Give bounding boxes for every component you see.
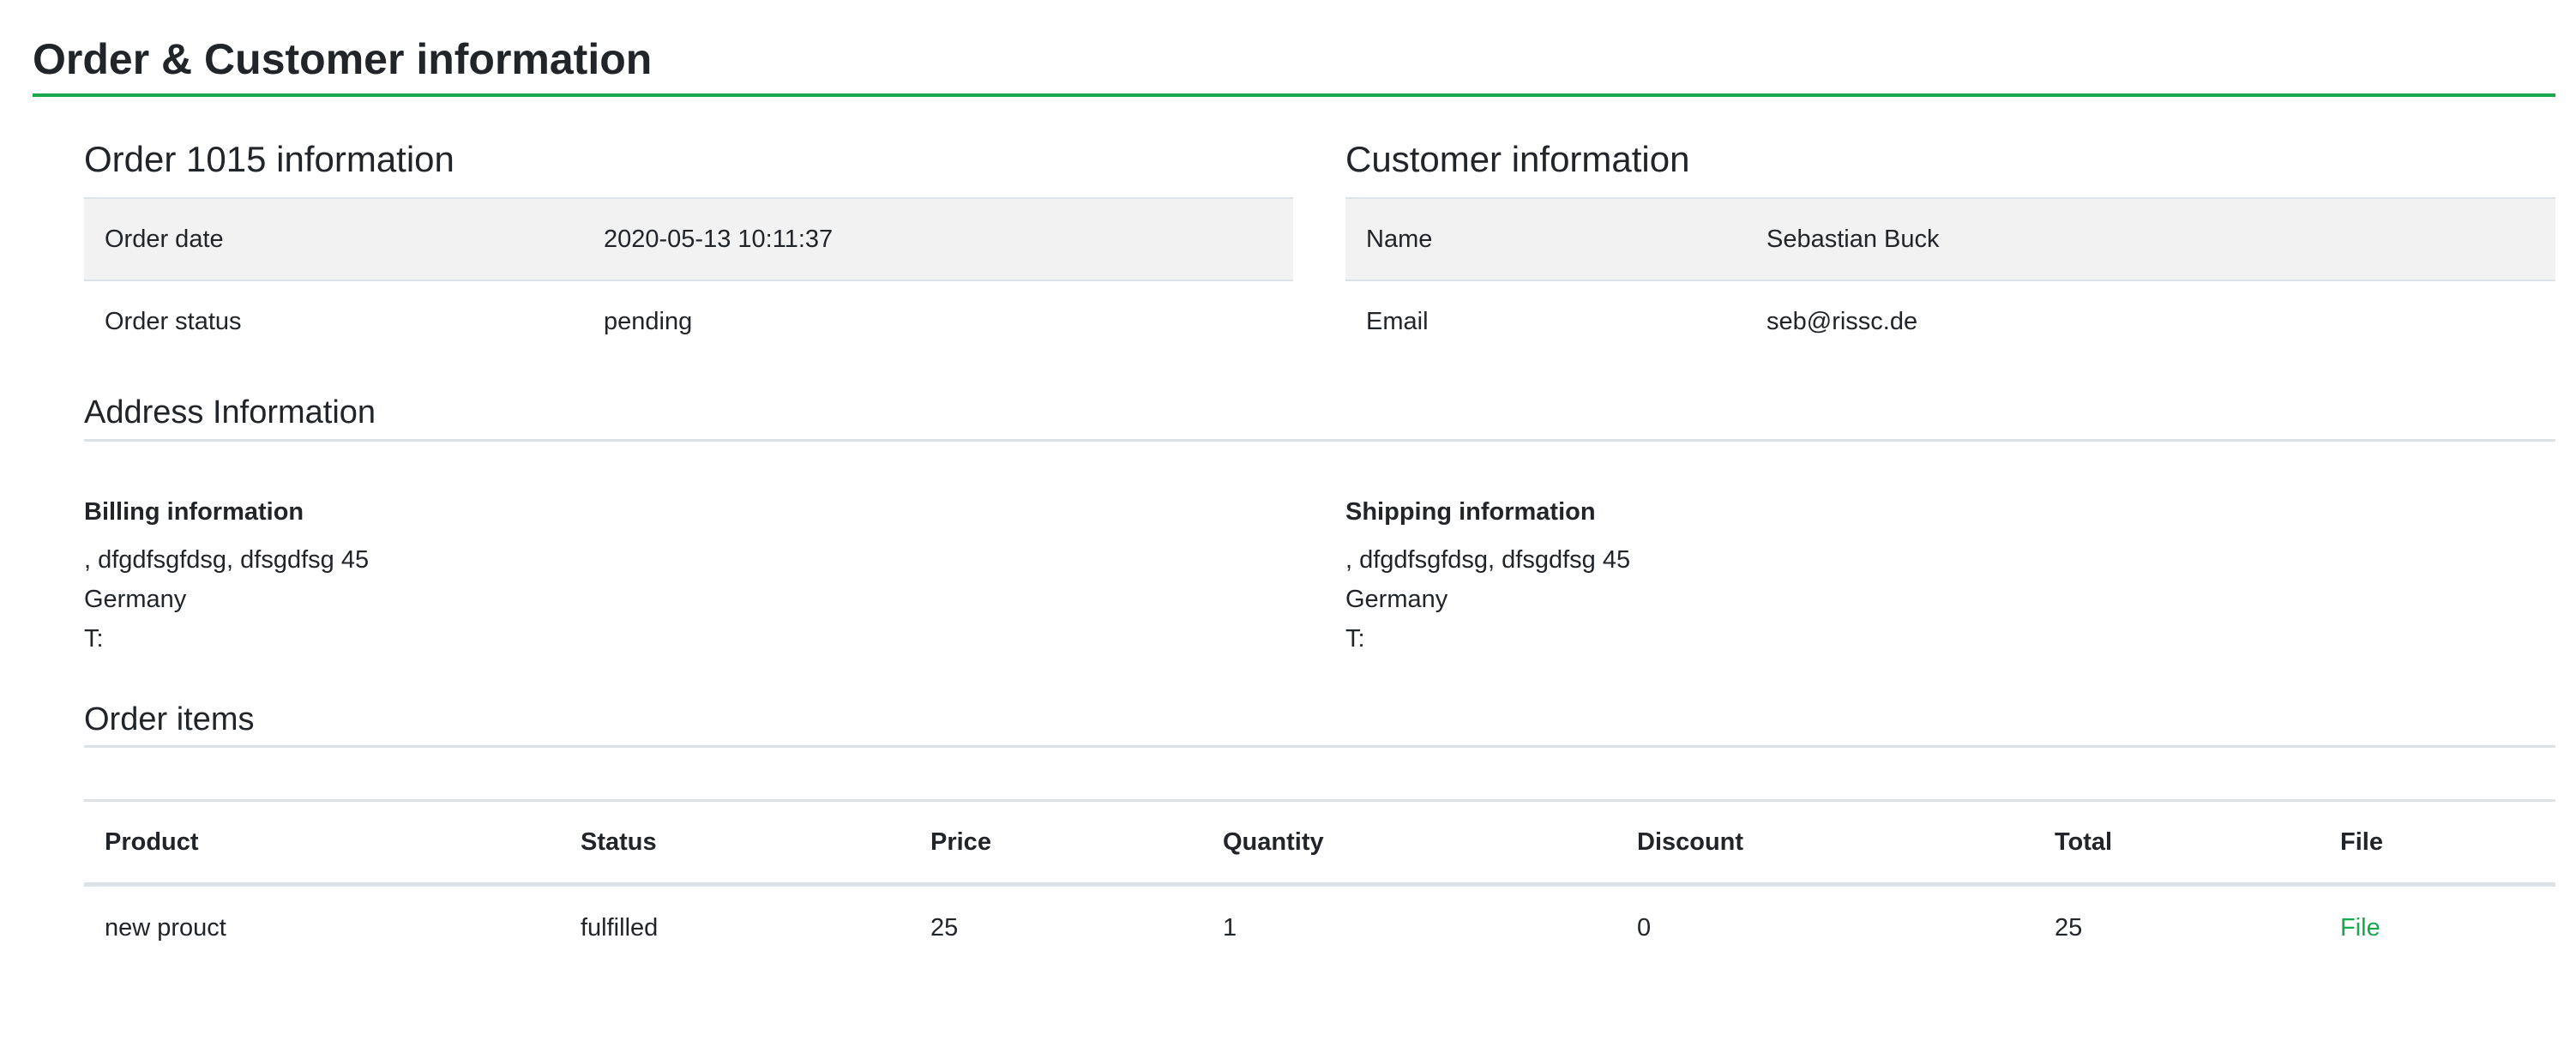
column-header-total: Total [2034,799,2320,887]
customer-info-table: Name Sebastian Buck Email seb@rissc.de [1345,197,2555,362]
column-header-file: File [2320,799,2555,887]
customer-name-label: Name [1345,197,1746,281]
column-header-discount: Discount [1616,799,2034,887]
cell-quantity: 1 [1223,913,1237,942]
address-info-title: Address Information [84,394,376,430]
customer-info-title: Customer information [1345,139,1690,179]
order-items-table: Product Status Price Quantity Discount T… [84,799,2555,969]
customer-name-value: Sebastian Buck [1746,197,2555,281]
column-header-status: Status [560,799,910,887]
order-date-label: Order date [84,197,583,281]
column-header-quantity: Quantity [1202,799,1616,887]
table-header-row: Product Status Price Quantity Discount T… [84,799,2555,887]
shipping-phone: T: [1345,625,1365,653]
cell-product: new prouct [105,913,226,942]
billing-country: Germany [84,586,187,613]
order-date-row: Order date 2020-05-13 10:11:37 [84,197,1293,281]
order-info-table: Order date 2020-05-13 10:11:37 Order sta… [84,197,1293,362]
cell-price: 25 [930,913,959,942]
column-header-price: Price [910,799,1202,887]
page-title: Order & Customer information [33,35,653,83]
cell-status: fulfilled [581,913,659,942]
shipping-heading: Shipping information [1345,498,1596,526]
cell-total: 25 [2055,913,2083,942]
address-divider [84,439,2555,442]
file-link[interactable]: File [2340,913,2380,942]
title-divider [33,93,2555,97]
order-items-divider [84,745,2555,748]
billing-heading: Billing information [84,498,304,526]
billing-info: Billing information , dfgdfsgfdsg, dfsgd… [84,492,369,659]
customer-name-row: Name Sebastian Buck [1345,197,2555,281]
order-status-label: Order status [105,307,242,335]
billing-phone: T: [84,625,104,653]
shipping-info: Shipping information , dfgdfsgfdsg, dfsg… [1345,492,1630,659]
customer-email-value: seb@rissc.de [1766,307,1918,335]
order-status-value: pending [604,307,693,335]
order-status-row: Order status pending [84,280,1293,362]
order-items-title: Order items [84,701,255,737]
cell-file: File [2320,885,2555,970]
table-row: new prouct fulfilled 25 1 0 25 File [84,885,2555,970]
billing-address-line: , dfgdfsgfdsg, dfsgdfsg 45 [84,546,370,574]
customer-email-row: Email seb@rissc.de [1345,280,2555,362]
column-header-product: Product [84,799,560,887]
shipping-country: Germany [1345,586,1448,613]
order-date-value: 2020-05-13 10:11:37 [583,197,1293,281]
customer-email-label: Email [1366,307,1429,335]
order-info-title: Order 1015 information [84,139,454,179]
cell-discount: 0 [1637,913,1652,942]
shipping-address-line: , dfgdfsgfdsg, dfsgdfsg 45 [1345,546,1631,574]
